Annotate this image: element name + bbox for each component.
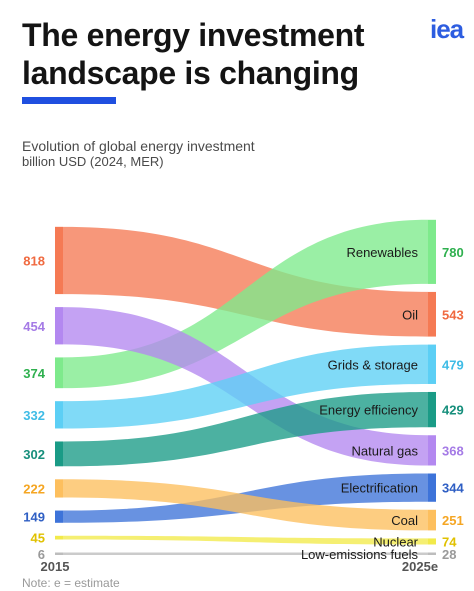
bar-end-oil bbox=[428, 291, 436, 337]
value-start-low-emissions-fuels: 6 bbox=[38, 547, 45, 562]
label-layer: 818 543 Oil 454 368 Natural gas 374 780 Renewabl… bbox=[23, 245, 464, 574]
bar-end-natural-gas bbox=[428, 435, 436, 466]
x-label-start: 2015 bbox=[41, 559, 70, 574]
category-label-grids-storage: Grids & storage bbox=[328, 357, 418, 372]
value-end-electrification: 344 bbox=[442, 481, 464, 496]
value-start-nuclear: 45 bbox=[31, 531, 45, 546]
value-start-oil: 818 bbox=[23, 253, 45, 268]
bar-start-renewables bbox=[55, 357, 63, 389]
bar-start-low-emissions-fuels bbox=[55, 552, 63, 555]
x-label-end: 2025e bbox=[402, 559, 438, 574]
category-label-natural-gas: Natural gas bbox=[352, 443, 419, 458]
value-end-renewables: 780 bbox=[442, 245, 464, 260]
flow-low-emissions-fuels bbox=[63, 552, 428, 555]
value-end-low-emissions-fuels: 28 bbox=[442, 547, 456, 562]
chart-note: Note: e = estimate bbox=[22, 576, 120, 590]
bar-end-renewables bbox=[428, 219, 436, 284]
category-label-renewables: Renewables bbox=[346, 245, 418, 260]
category-label-oil: Oil bbox=[402, 307, 418, 322]
bar-end-nuclear bbox=[428, 538, 436, 545]
bar-end-grids-storage bbox=[428, 344, 436, 384]
value-start-renewables: 374 bbox=[23, 366, 45, 381]
value-start-coal: 222 bbox=[23, 481, 45, 496]
chart-subtitle: Evolution of global energy investment bbox=[22, 138, 255, 154]
category-label-electrification: Electrification bbox=[341, 481, 418, 496]
value-end-nuclear: 74 bbox=[442, 534, 457, 549]
flow-grids-storage bbox=[63, 344, 428, 429]
value-end-grids-storage: 479 bbox=[442, 357, 464, 372]
bar-start-natural-gas bbox=[55, 307, 63, 345]
flow-coal bbox=[63, 479, 428, 531]
chart-unit: billion USD (2024, MER) bbox=[22, 154, 164, 169]
value-end-energy-efficiency: 429 bbox=[442, 403, 464, 418]
title-accent-bar bbox=[22, 97, 116, 104]
bar-end-low-emissions-fuels bbox=[428, 552, 436, 555]
bar-start-coal bbox=[55, 479, 63, 498]
flow-oil bbox=[63, 226, 428, 337]
bar-start-nuclear bbox=[55, 535, 63, 540]
value-start-electrification: 149 bbox=[23, 510, 45, 525]
bar-start-electrification bbox=[55, 510, 63, 523]
value-end-coal: 251 bbox=[442, 513, 464, 528]
page-title: The energy investment landscape is chang… bbox=[22, 17, 365, 91]
flow-energy-efficiency bbox=[63, 391, 428, 467]
category-label-nuclear: Nuclear bbox=[373, 534, 418, 549]
bar-start-energy-efficiency bbox=[55, 441, 63, 467]
bar-start-grids-storage bbox=[55, 401, 63, 429]
value-start-natural-gas: 454 bbox=[23, 319, 45, 334]
flow-layer bbox=[63, 219, 428, 555]
bar-start-oil bbox=[55, 226, 63, 295]
value-start-energy-efficiency: 302 bbox=[23, 447, 45, 462]
category-label-energy-efficiency: Energy efficiency bbox=[319, 403, 418, 418]
bar-layer bbox=[55, 219, 436, 555]
flow-nuclear bbox=[63, 535, 428, 545]
bar-end-coal bbox=[428, 509, 436, 531]
value-end-oil: 543 bbox=[442, 307, 464, 322]
bar-end-electrification bbox=[428, 473, 436, 502]
bar-end-energy-efficiency bbox=[428, 391, 436, 428]
category-label-coal: Coal bbox=[391, 513, 418, 528]
category-label-low-emissions-fuels: Low-emissions fuels bbox=[301, 547, 419, 562]
iea-logo[interactable]: iea bbox=[430, 14, 464, 44]
value-start-grids-storage: 332 bbox=[23, 408, 45, 423]
value-end-natural-gas: 368 bbox=[442, 443, 464, 458]
